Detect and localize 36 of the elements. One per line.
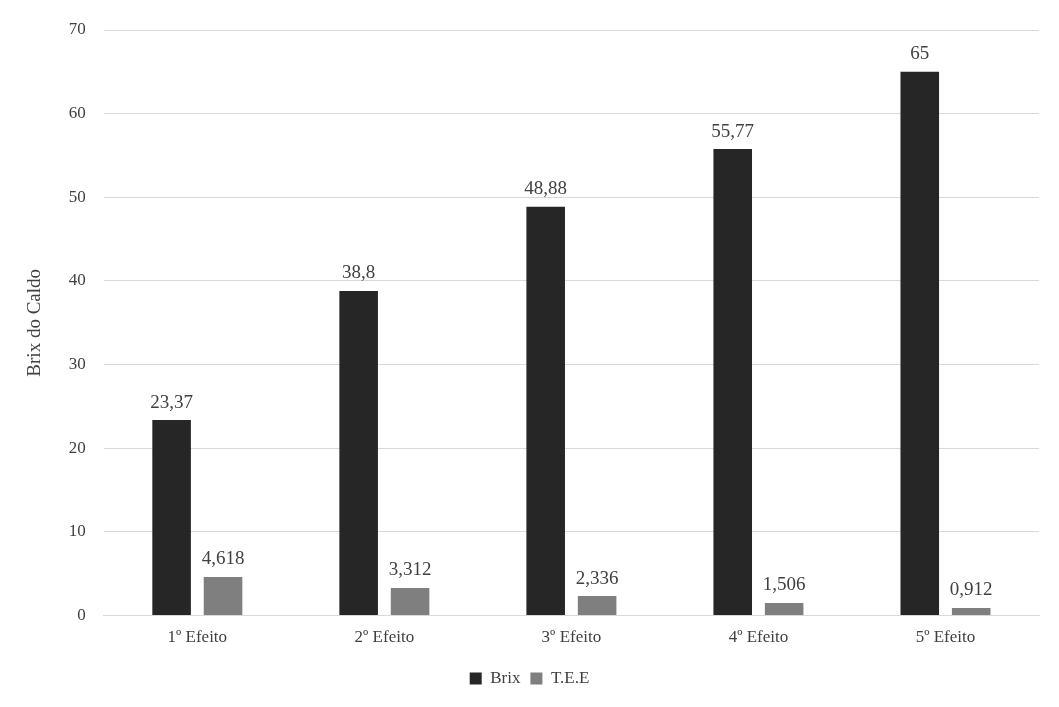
data-label: 48,88 [524,177,568,199]
y-tick-label: 30 [68,354,86,374]
data-label: 23,37 [150,390,193,412]
data-label: 1,506 [762,573,806,595]
x-tick-label: 2º Efeito [354,627,415,647]
data-label: 3,312 [388,558,432,580]
bar [203,576,243,616]
data-label: 4,618 [201,547,245,569]
y-tick-label: 50 [68,186,86,206]
y-tick-label: 60 [68,103,86,123]
bar [390,587,430,616]
legend-label: T.E.E [550,667,590,687]
legend-label: Brix [490,667,521,687]
x-tick-label: 3º Efeito [541,627,602,647]
x-tick-label: 4º Efeito [728,627,789,647]
x-tick-label: 1º Efeito [167,627,228,647]
bar [900,71,940,616]
bar [577,596,617,616]
y-axis-title: Brix do Caldo [23,268,45,377]
y-tick-label: 0 [77,605,86,625]
data-label: 65 [910,42,930,64]
y-tick-label: 70 [68,19,86,39]
x-tick-label: 5º Efeito [915,627,976,647]
y-tick-label: 20 [68,437,86,457]
bar [764,603,804,616]
bar [152,420,191,616]
data-label: 2,336 [575,566,619,588]
y-tick-label: 40 [68,270,86,290]
bar [951,607,991,616]
data-label: 38,8 [342,261,376,283]
bar [339,291,378,616]
bar [526,206,565,616]
y-tick-label: 10 [68,521,86,541]
data-label: 55,77 [711,119,755,141]
data-label: 0,912 [949,578,993,600]
bar [713,149,753,616]
